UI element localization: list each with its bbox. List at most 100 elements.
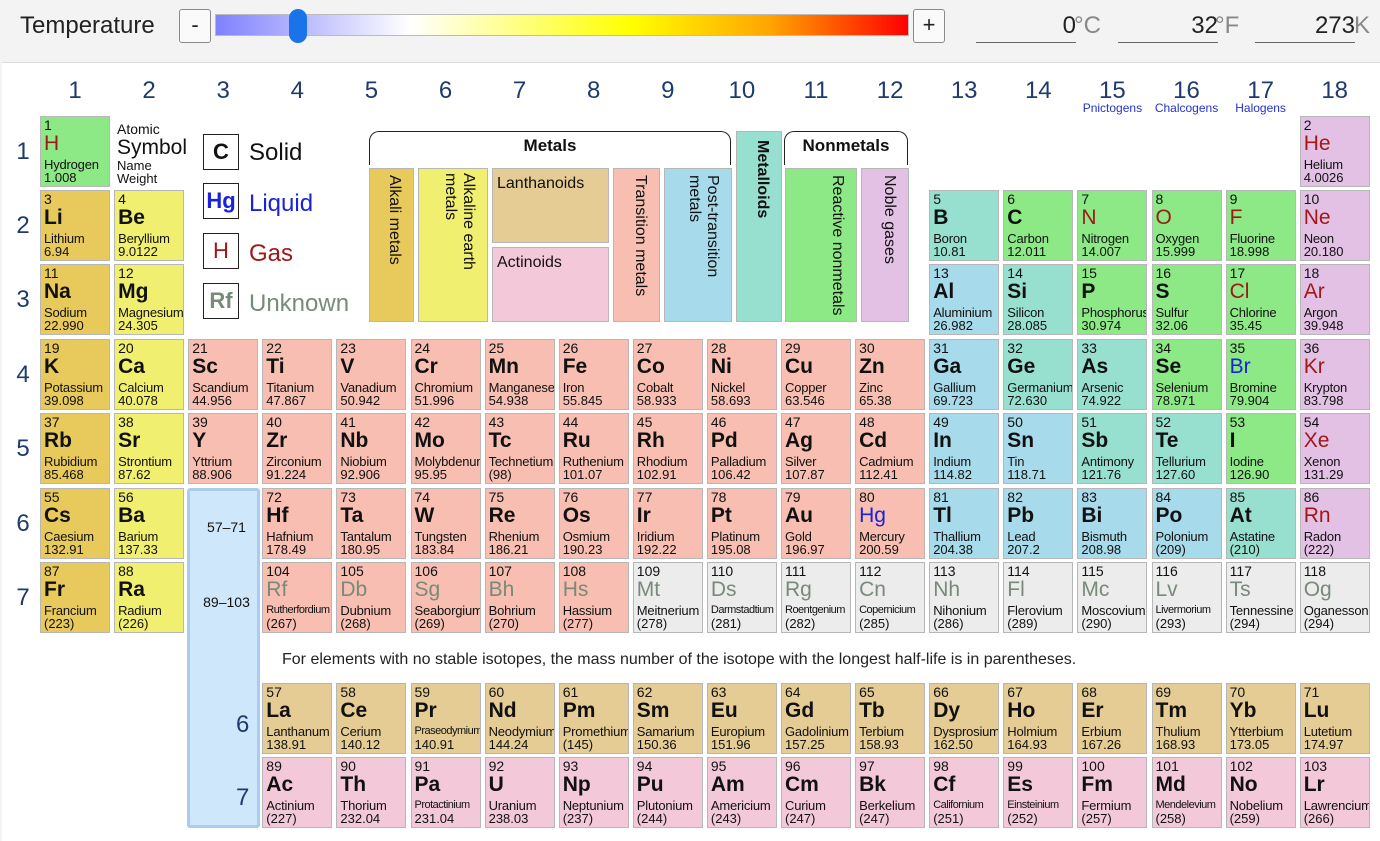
legend-metalloids[interactable]: Metalloids	[736, 131, 782, 322]
group-header-9[interactable]: 9	[661, 77, 675, 104]
element-copper[interactable]: 29 Cu Copper 63.546	[781, 339, 851, 410]
element-neptunium[interactable]: 93 Np Neptunium (237)	[558, 757, 629, 828]
element-sulfur[interactable]: 16 S Sulfur 32.06	[1151, 264, 1222, 335]
legend-post-transition-metals[interactable]: Post-transition metals	[664, 168, 732, 322]
element-berkelium[interactable]: 97 Bk Berkelium (247)	[855, 757, 926, 828]
element-boron[interactable]: 5 B Boron 10.81	[929, 190, 1000, 261]
element-scandium[interactable]: 21 Sc Scandium 44.956	[188, 339, 259, 410]
group-header-3[interactable]: 3	[216, 77, 230, 104]
element-polonium[interactable]: 84 Po Polonium (209)	[1151, 488, 1222, 559]
element-tellurium[interactable]: 52 Te Tellurium 127.60	[1151, 413, 1222, 484]
group-header-18[interactable]: 18	[1321, 77, 1349, 104]
element-cerium[interactable]: 58 Ce Cerium 140.12	[336, 683, 407, 754]
element-beryllium[interactable]: 4 Be Beryllium 9.0122	[114, 190, 185, 261]
element-roentgenium[interactable]: 111 Rg Roentgenium (282)	[781, 562, 851, 633]
period-header-3[interactable]: 3	[16, 286, 30, 313]
element-arsenic[interactable]: 33 As Arsenic 74.922	[1077, 339, 1148, 410]
element-gallium[interactable]: 31 Ga Gallium 69.723	[929, 339, 1000, 410]
element-rutherfordium[interactable]: 104 Rf Rutherfordium (267)	[262, 562, 333, 633]
element-vanadium[interactable]: 23 V Vanadium 50.942	[336, 339, 407, 410]
element-aluminium[interactable]: 13 Al Aluminium 26.982	[929, 264, 1000, 335]
element-radon[interactable]: 86 Rn Radon (222)	[1299, 488, 1370, 559]
element-hassium[interactable]: 108 Hs Hassium (277)	[558, 562, 629, 633]
element-iodine[interactable]: 53 I Iodine 126.90	[1225, 413, 1296, 484]
element-antimony[interactable]: 51 Sb Antimony 121.76	[1077, 413, 1148, 484]
element-seaborgium[interactable]: 106 Sg Seaborgium (269)	[410, 562, 481, 633]
element-dubnium[interactable]: 105 Db Dubnium (268)	[336, 562, 407, 633]
period-header-1[interactable]: 1	[16, 138, 30, 165]
element-yttrium[interactable]: 39 Y Yttrium 88.906	[188, 413, 259, 484]
group-header-15[interactable]: 15	[1099, 77, 1126, 104]
group-header-5[interactable]: 5	[364, 77, 379, 104]
decrease-temperature-button[interactable]: -	[179, 9, 211, 43]
element-lutetium[interactable]: 71 Lu Lutetium 174.97	[1299, 683, 1370, 754]
fahrenheit-input[interactable]: 32	[1118, 12, 1218, 43]
element-tantalum[interactable]: 73 Ta Tantalum 180.95	[336, 488, 407, 559]
element-fermium[interactable]: 100 Fm Fermium (257)	[1077, 757, 1148, 828]
element-plutonium[interactable]: 94 Pu Plutonium (244)	[632, 757, 703, 828]
kelvin-input[interactable]: 273	[1255, 12, 1355, 43]
element-astatine[interactable]: 85 At Astatine (210)	[1225, 488, 1296, 559]
group-header-12[interactable]: 12	[876, 77, 904, 104]
element-molybdenum[interactable]: 42 Mo Molybdenum 95.95	[410, 413, 481, 484]
element-calcium[interactable]: 20 Ca Calcium 40.078	[114, 339, 185, 410]
element-einsteinium[interactable]: 99 Es Einsteinium (252)	[1003, 757, 1074, 828]
element-oganesson[interactable]: 118 Og Oganesson (294)	[1299, 562, 1370, 633]
element-thorium[interactable]: 90 Th Thorium 232.04	[336, 757, 407, 828]
element-bohrium[interactable]: 107 Bh Bohrium (270)	[484, 562, 555, 633]
group-header-14[interactable]: 14	[1024, 77, 1052, 104]
element-iron[interactable]: 26 Fe Iron 55.845	[558, 339, 629, 410]
period-header-4[interactable]: 4	[16, 361, 30, 388]
group-header-1[interactable]: 1	[68, 77, 82, 104]
element-terbium[interactable]: 65 Tb Terbium 158.93	[855, 683, 926, 754]
element-erbium[interactable]: 68 Er Erbium 167.26	[1077, 683, 1148, 754]
element-zirconium[interactable]: 40 Zr Zirconium 91.224	[262, 413, 333, 484]
group-header-13[interactable]: 13	[950, 77, 978, 104]
temperature-slider-thumb[interactable]	[289, 9, 307, 43]
element-hydrogen[interactable]: 1 H Hydrogen 1.008	[40, 116, 110, 187]
element-strontium[interactable]: 38 Sr Strontium 87.62	[114, 413, 185, 484]
element-ruthenium[interactable]: 44 Ru Ruthenium 101.07	[558, 413, 629, 484]
element-cobalt[interactable]: 27 Co Cobalt 58.933	[632, 339, 703, 410]
legend-reactive-nonmetals[interactable]: Reactive nonmetals	[785, 168, 857, 322]
element-nickel[interactable]: 28 Ni Nickel 58.693	[706, 339, 777, 410]
period-header-5[interactable]: 5	[16, 435, 30, 462]
element-mercury[interactable]: 80 Hg Mercury 200.59	[855, 488, 926, 559]
element-selenium[interactable]: 34 Se Selenium 78.971	[1151, 339, 1222, 410]
element-lead[interactable]: 82 Pb Lead 207.2	[1003, 488, 1074, 559]
element-darmstadtium[interactable]: 110 Ds Darmstadtium (281)	[706, 562, 777, 633]
element-europium[interactable]: 63 Eu Europium 151.96	[706, 683, 777, 754]
element-lanthanum[interactable]: 57 La Lanthanum 138.91	[262, 683, 333, 754]
element-neon[interactable]: 10 Ne Neon 20.180	[1299, 190, 1370, 261]
group-header-7[interactable]: 7	[512, 77, 527, 104]
legend-alkali-metals[interactable]: Alkali metals	[369, 168, 414, 322]
element-gadolinium[interactable]: 64 Gd Gadolinium 157.25	[781, 683, 851, 754]
element-indium[interactable]: 49 In Indium 114.82	[929, 413, 1000, 484]
element-nobelium[interactable]: 102 No Nobelium (259)	[1225, 757, 1296, 828]
element-tennessine[interactable]: 117 Ts Tennessine (294)	[1225, 562, 1296, 633]
element-bismuth[interactable]: 83 Bi Bismuth 208.98	[1077, 488, 1148, 559]
legend-noble-gases[interactable]: Noble gases	[861, 168, 909, 322]
element-mendelevium[interactable]: 101 Md Mendelevium (258)	[1151, 757, 1222, 828]
element-livermorium[interactable]: 116 Lv Livermorium (293)	[1151, 562, 1222, 633]
element-lawrencium[interactable]: 103 Lr Lawrencium (266)	[1299, 757, 1370, 828]
group-header-17[interactable]: 17	[1247, 77, 1274, 104]
element-palladium[interactable]: 46 Pd Palladium 106.42	[706, 413, 777, 484]
element-manganese[interactable]: 25 Mn Manganese 54.938	[484, 339, 555, 410]
element-fluorine[interactable]: 9 F Fluorine 18.998	[1225, 190, 1296, 261]
group-header-11[interactable]: 11	[803, 77, 829, 104]
element-flerovium[interactable]: 114 Fl Flerovium (289)	[1003, 562, 1074, 633]
element-neodymium[interactable]: 60 Nd Neodymium 144.24	[484, 683, 555, 754]
element-oxygen[interactable]: 8 O Oxygen 15.999	[1151, 190, 1222, 261]
element-hafnium[interactable]: 72 Hf Hafnium 178.49	[262, 488, 333, 559]
element-protactinium[interactable]: 91 Pa Protactinium 231.04	[410, 757, 481, 828]
legend-actinoids[interactable]: Actinoids	[492, 247, 609, 322]
group-header-4[interactable]: 4	[290, 77, 304, 104]
period-header-6[interactable]: 6	[16, 510, 30, 537]
group-header-8[interactable]: 8	[587, 77, 601, 104]
group-header-10[interactable]: 10	[728, 77, 756, 104]
element-bromine[interactable]: 35 Br Bromine 79.904	[1225, 339, 1296, 410]
legend-transition-metals[interactable]: Transition metals	[613, 168, 660, 322]
element-argon[interactable]: 18 Ar Argon 39.948	[1299, 264, 1370, 335]
element-dysprosium[interactable]: 66 Dy Dysprosium 162.50	[929, 683, 1000, 754]
